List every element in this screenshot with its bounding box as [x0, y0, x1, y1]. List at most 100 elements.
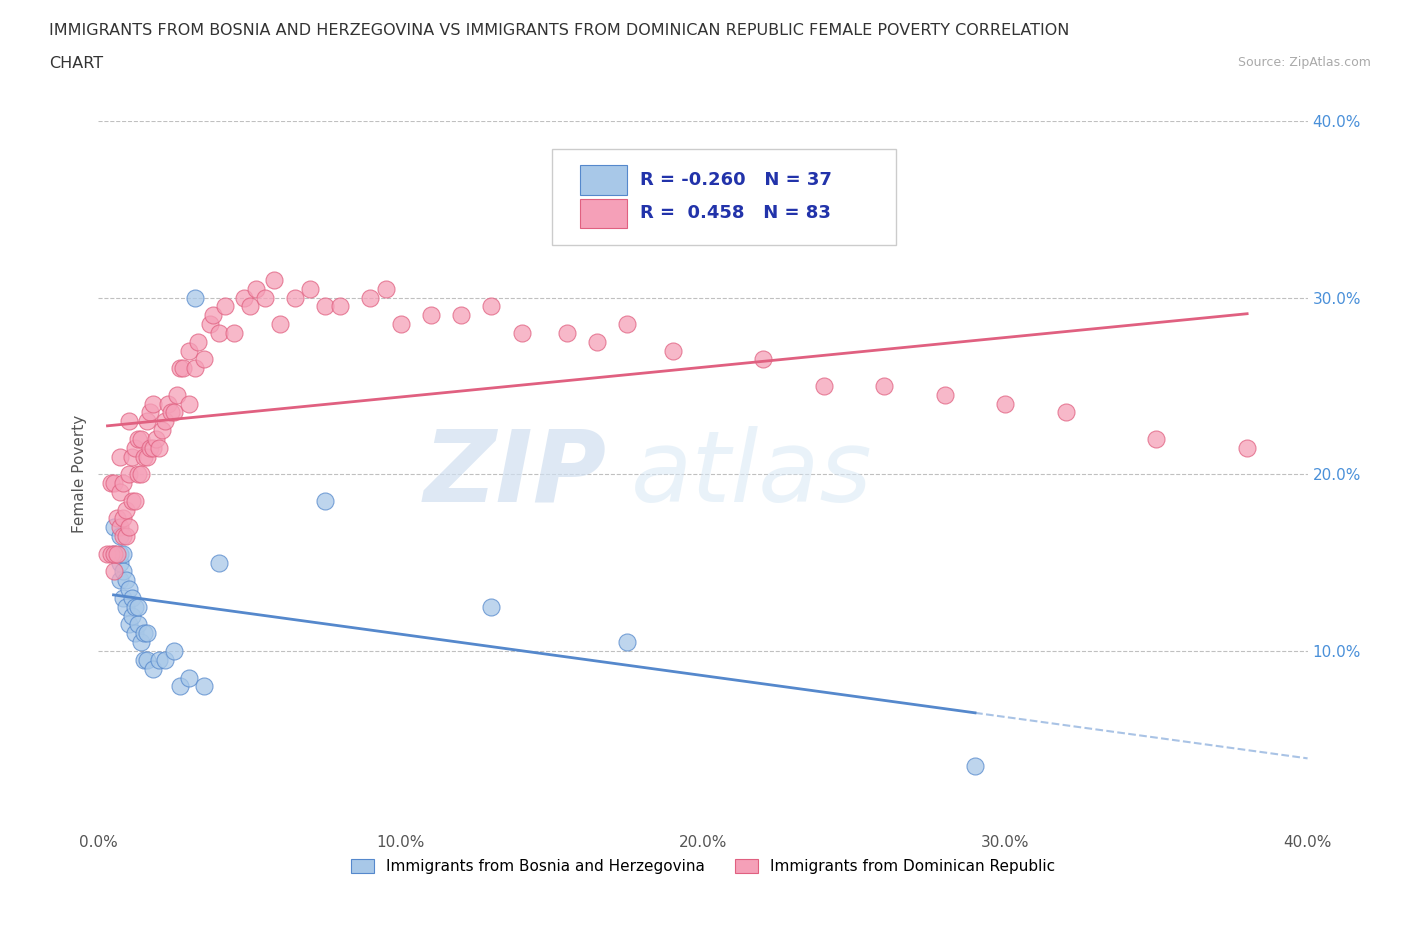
Point — [118, 582, 141, 597]
Point — [103, 520, 125, 535]
Point — [160, 405, 183, 420]
Point — [510, 326, 533, 340]
Point — [114, 573, 136, 588]
Point — [253, 290, 276, 305]
Point — [111, 528, 134, 543]
Point — [142, 396, 165, 411]
Point — [111, 591, 134, 605]
Point — [139, 405, 162, 420]
Text: ZIP: ZIP — [423, 426, 606, 523]
Point — [1236, 441, 1258, 456]
Point — [114, 502, 136, 517]
Point — [135, 653, 157, 668]
Point — [752, 352, 775, 366]
Y-axis label: Female Poverty: Female Poverty — [72, 415, 87, 534]
Point — [169, 361, 191, 376]
Point — [245, 281, 267, 296]
Point — [813, 379, 835, 393]
Point — [616, 634, 638, 649]
Point — [263, 272, 285, 287]
Point — [965, 759, 987, 774]
Point — [153, 414, 176, 429]
Point — [127, 432, 149, 446]
FancyBboxPatch shape — [551, 149, 897, 245]
Point — [232, 290, 254, 305]
Point — [299, 281, 322, 296]
Point — [616, 316, 638, 332]
Point — [121, 493, 143, 508]
Point — [224, 326, 246, 340]
Point — [142, 661, 165, 676]
Point — [135, 414, 157, 429]
Point — [481, 299, 503, 314]
Point — [202, 308, 225, 323]
Legend: Immigrants from Bosnia and Herzegovina, Immigrants from Dominican Republic: Immigrants from Bosnia and Herzegovina, … — [344, 853, 1062, 880]
Point — [142, 441, 165, 456]
Point — [103, 547, 125, 562]
Point — [103, 547, 125, 562]
Point — [239, 299, 262, 314]
Point — [873, 379, 896, 393]
Point — [163, 405, 186, 420]
Point — [269, 316, 291, 332]
Point — [184, 361, 207, 376]
Point — [129, 634, 152, 649]
Text: R =  0.458   N = 83: R = 0.458 N = 83 — [640, 205, 831, 222]
Point — [111, 564, 134, 578]
Point — [214, 299, 236, 314]
Point — [105, 547, 128, 562]
Point — [374, 281, 396, 296]
Point — [156, 396, 179, 411]
Point — [193, 352, 215, 366]
Point — [103, 564, 125, 578]
Point — [450, 308, 472, 323]
Point — [166, 388, 188, 403]
Point — [127, 618, 149, 632]
Point — [124, 441, 146, 456]
Point — [127, 467, 149, 482]
Point — [132, 449, 155, 464]
Point — [586, 334, 609, 349]
Point — [172, 361, 194, 376]
Point — [108, 528, 131, 543]
Point — [108, 547, 131, 562]
Point — [135, 449, 157, 464]
Point — [100, 475, 122, 491]
Point — [994, 396, 1017, 411]
Point — [150, 422, 173, 438]
Point — [108, 573, 131, 588]
Point — [121, 608, 143, 623]
Point — [208, 555, 231, 570]
Point — [284, 290, 307, 305]
Point — [193, 679, 215, 694]
Point — [118, 520, 141, 535]
Point — [111, 475, 134, 491]
Point — [127, 600, 149, 615]
Point — [329, 299, 352, 314]
Point — [389, 316, 412, 332]
Point — [129, 432, 152, 446]
Point — [108, 520, 131, 535]
Point — [163, 644, 186, 658]
Point — [118, 414, 141, 429]
Point — [184, 290, 207, 305]
Point — [132, 653, 155, 668]
Point — [124, 493, 146, 508]
Point — [118, 467, 141, 482]
Point — [105, 512, 128, 526]
Point — [1144, 432, 1167, 446]
Point — [108, 449, 131, 464]
Point — [179, 396, 201, 411]
Point — [314, 299, 336, 314]
Point — [148, 653, 170, 668]
Point — [135, 626, 157, 641]
Point — [934, 388, 956, 403]
Point — [200, 316, 222, 332]
Point — [169, 679, 191, 694]
Point — [481, 600, 503, 615]
Text: R = -0.260   N = 37: R = -0.260 N = 37 — [640, 171, 832, 190]
Point — [208, 326, 231, 340]
Point — [111, 512, 134, 526]
Point — [314, 493, 336, 508]
Point — [555, 326, 578, 340]
